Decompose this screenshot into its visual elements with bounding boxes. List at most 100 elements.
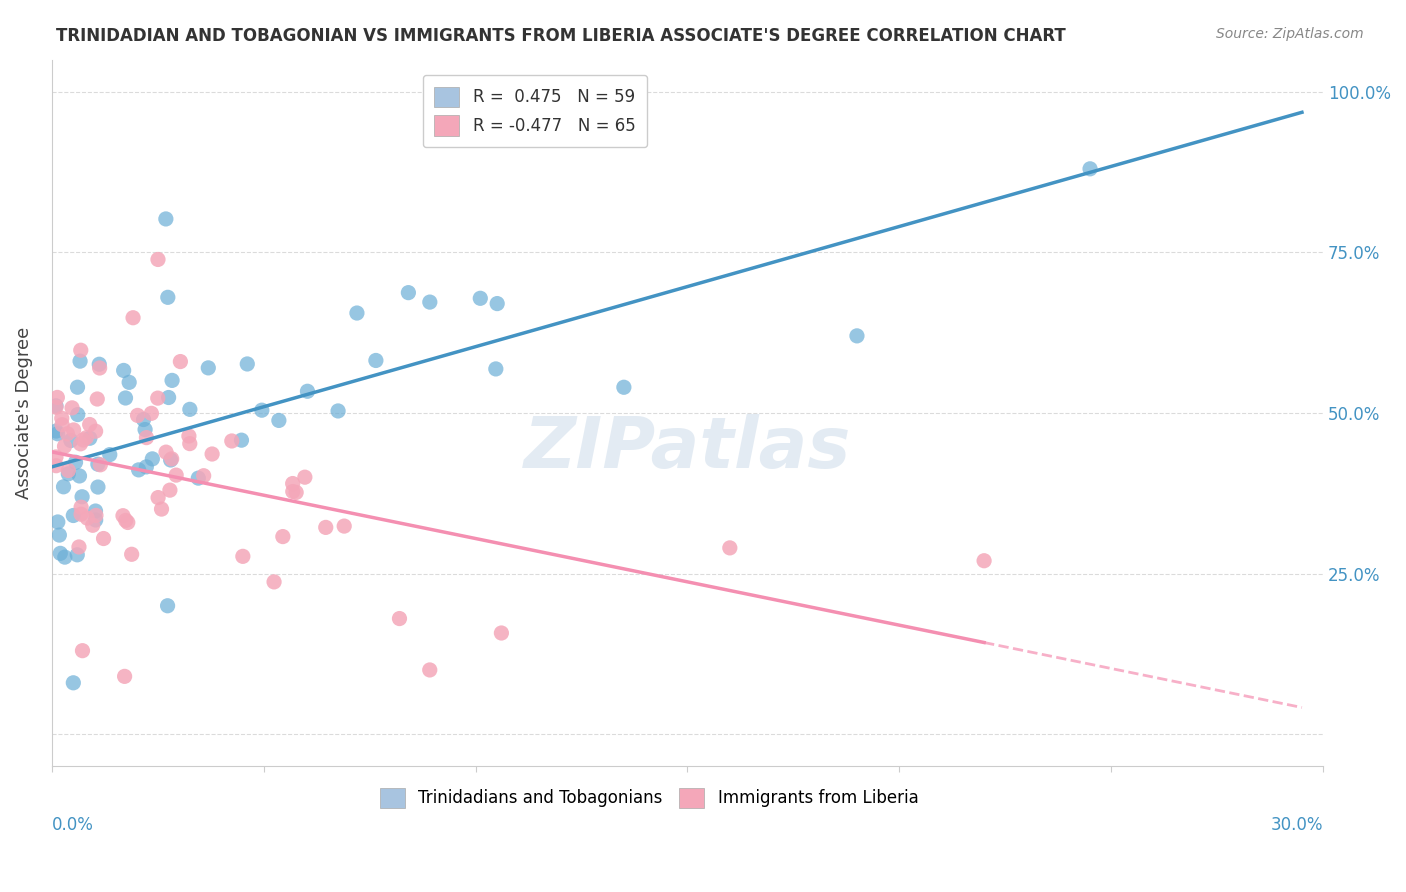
Point bbox=[364, 353, 387, 368]
Point bbox=[231, 433, 253, 447]
Point bbox=[114, 391, 136, 405]
Point bbox=[159, 483, 181, 497]
Point bbox=[486, 296, 509, 310]
Point bbox=[51, 411, 73, 425]
Point bbox=[470, 291, 492, 305]
Point bbox=[45, 401, 67, 415]
Point bbox=[86, 392, 108, 406]
Point bbox=[718, 541, 741, 555]
Point bbox=[267, 413, 290, 427]
Point bbox=[146, 491, 169, 505]
Point bbox=[141, 406, 163, 420]
Point bbox=[111, 508, 134, 523]
Point bbox=[53, 550, 76, 565]
Point bbox=[89, 458, 111, 472]
Point bbox=[118, 376, 141, 390]
Point bbox=[132, 412, 155, 426]
Point bbox=[134, 423, 156, 437]
Point bbox=[156, 290, 179, 304]
Point bbox=[146, 391, 169, 405]
Point bbox=[156, 599, 179, 613]
Point bbox=[333, 519, 356, 533]
Point bbox=[87, 457, 110, 471]
Point bbox=[69, 469, 91, 483]
Text: TRINIDADIAN AND TOBAGONIAN VS IMMIGRANTS FROM LIBERIA ASSOCIATE'S DEGREE CORRELA: TRINIDADIAN AND TOBAGONIAN VS IMMIGRANTS… bbox=[56, 27, 1066, 45]
Point bbox=[491, 626, 513, 640]
Text: 30.0%: 30.0% bbox=[1271, 816, 1323, 834]
Point bbox=[48, 528, 70, 542]
Point bbox=[66, 408, 89, 422]
Point bbox=[281, 484, 304, 499]
Point bbox=[150, 502, 173, 516]
Point bbox=[62, 423, 84, 437]
Point bbox=[128, 463, 150, 477]
Point bbox=[159, 453, 181, 467]
Point bbox=[70, 500, 93, 515]
Point bbox=[135, 459, 157, 474]
Point bbox=[67, 540, 90, 554]
Point bbox=[65, 455, 87, 469]
Point bbox=[155, 211, 177, 226]
Point bbox=[285, 485, 308, 500]
Point bbox=[250, 403, 273, 417]
Text: 0.0%: 0.0% bbox=[52, 816, 94, 834]
Point bbox=[87, 480, 110, 494]
Point bbox=[93, 532, 115, 546]
Point bbox=[281, 476, 304, 491]
Point bbox=[62, 675, 84, 690]
Point bbox=[45, 424, 67, 438]
Point bbox=[271, 530, 294, 544]
Y-axis label: Associate's Degree: Associate's Degree bbox=[15, 326, 32, 500]
Text: Source: ZipAtlas.com: Source: ZipAtlas.com bbox=[1216, 27, 1364, 41]
Point bbox=[1078, 161, 1101, 176]
Point bbox=[60, 401, 83, 415]
Point bbox=[346, 306, 368, 320]
Point bbox=[155, 445, 177, 459]
Point bbox=[69, 354, 91, 368]
Point bbox=[46, 426, 69, 441]
Point bbox=[121, 547, 143, 561]
Point bbox=[79, 431, 101, 445]
Point bbox=[263, 574, 285, 589]
Point bbox=[177, 429, 200, 443]
Point bbox=[84, 504, 107, 518]
Point bbox=[112, 363, 135, 377]
Point bbox=[66, 548, 89, 562]
Point bbox=[70, 490, 93, 504]
Point bbox=[62, 508, 84, 523]
Point bbox=[419, 295, 441, 310]
Point bbox=[45, 399, 67, 413]
Point bbox=[70, 507, 93, 521]
Point bbox=[51, 417, 73, 432]
Point bbox=[160, 451, 183, 466]
Point bbox=[69, 437, 91, 451]
Point bbox=[98, 448, 121, 462]
Point bbox=[66, 380, 89, 394]
Point bbox=[46, 515, 69, 529]
Point bbox=[973, 554, 995, 568]
Point bbox=[221, 434, 243, 448]
Text: ZIPatlas: ZIPatlas bbox=[524, 414, 851, 483]
Point bbox=[59, 434, 82, 448]
Point bbox=[114, 513, 136, 527]
Point bbox=[846, 329, 869, 343]
Point bbox=[187, 471, 209, 485]
Point bbox=[46, 391, 69, 405]
Point bbox=[297, 384, 319, 399]
Point bbox=[45, 450, 67, 464]
Point bbox=[315, 520, 337, 534]
Point bbox=[326, 404, 349, 418]
Point bbox=[84, 508, 107, 523]
Point bbox=[56, 426, 79, 441]
Point bbox=[165, 468, 187, 483]
Point bbox=[232, 549, 254, 564]
Legend: Trinidadians and Tobagonians, Immigrants from Liberia: Trinidadians and Tobagonians, Immigrants… bbox=[374, 780, 925, 814]
Point bbox=[58, 463, 80, 477]
Point bbox=[141, 451, 163, 466]
Point bbox=[294, 470, 316, 484]
Point bbox=[58, 467, 80, 481]
Point bbox=[236, 357, 259, 371]
Point bbox=[146, 252, 169, 267]
Point bbox=[169, 354, 191, 368]
Point bbox=[114, 669, 136, 683]
